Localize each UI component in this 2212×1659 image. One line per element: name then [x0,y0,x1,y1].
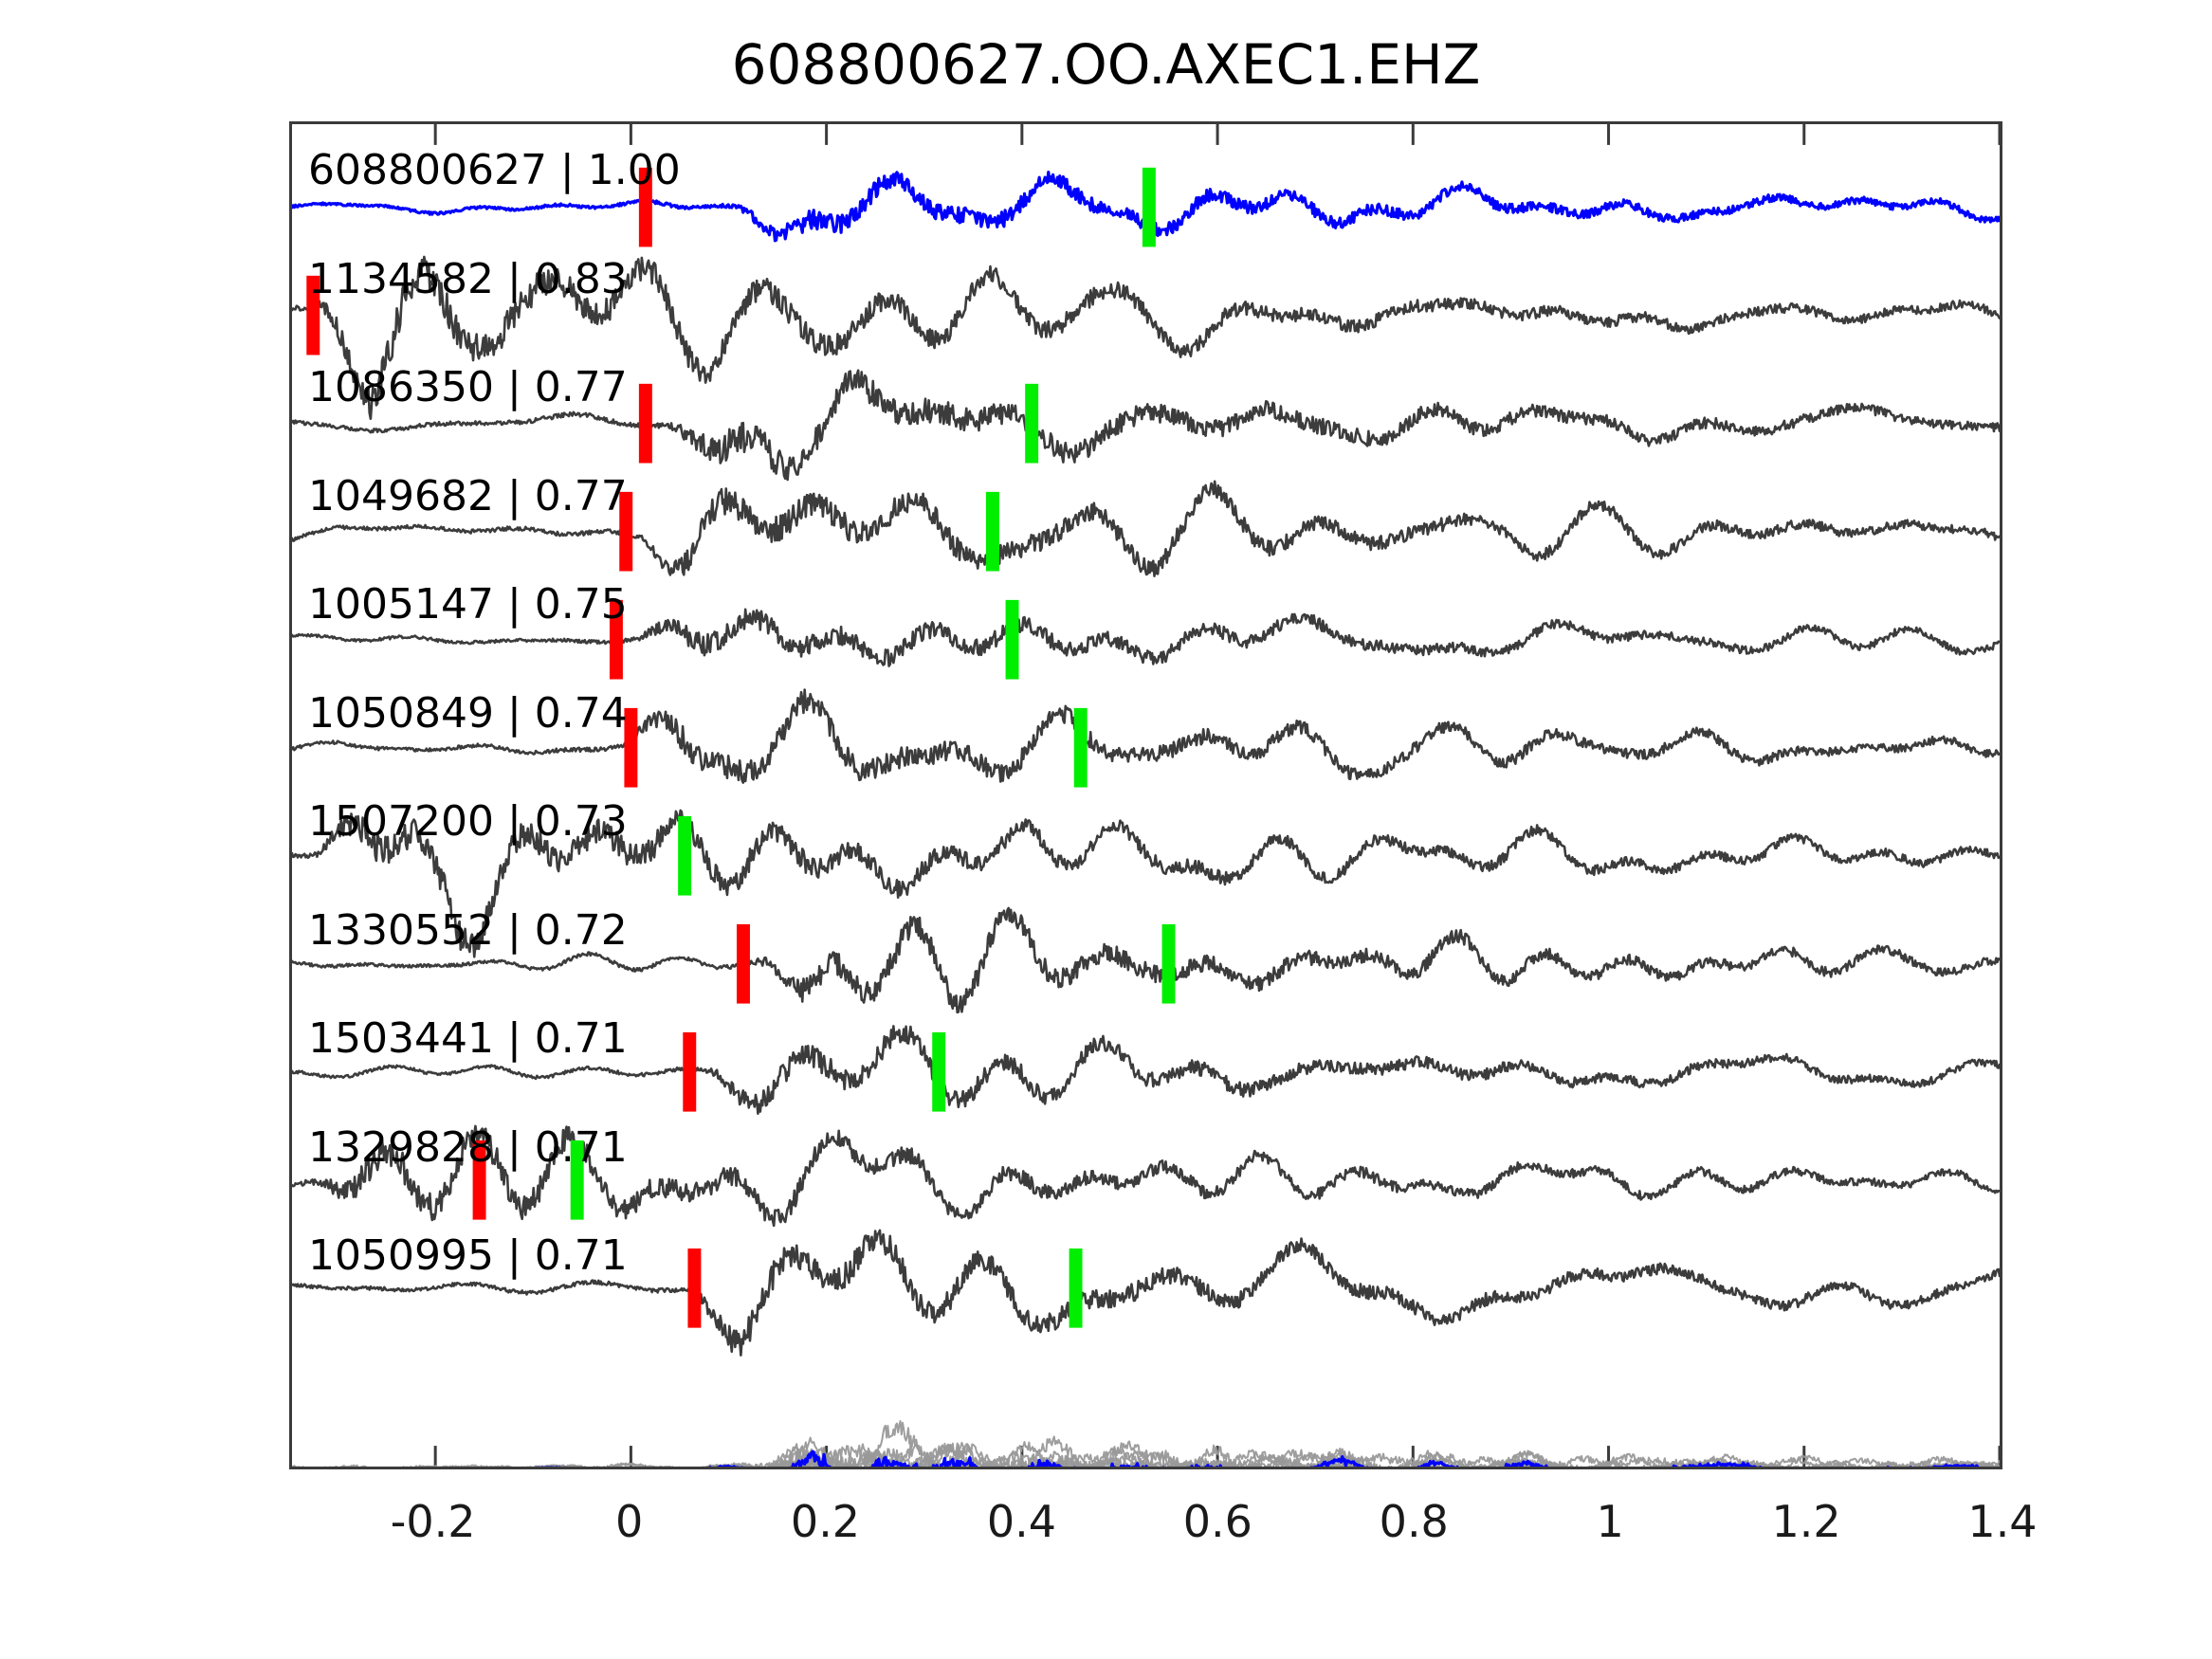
s-pick-marker [570,1139,584,1220]
waveform-path [292,369,2000,482]
p-pick-marker [624,707,638,788]
waveform-path [292,809,2000,958]
p-pick-marker [472,1139,486,1220]
waveform-path [292,1025,2000,1115]
waveform-path [417,1436,1824,1467]
x-tick-label: -0.2 [390,1496,476,1547]
p-pick-marker [683,1031,697,1112]
s-pick-marker [932,1031,946,1112]
x-tick-label: 0 [614,1496,644,1547]
plot-axes [289,121,2002,1469]
waveform-plot [292,124,2000,1467]
waveform-path [292,1229,2000,1357]
s-pick-marker [1161,923,1176,1004]
x-tick-label: 1.2 [1771,1496,1841,1547]
x-axis-tick-labels: -0.2 0 0.2 0.4 0.6 0.8 1 1.2 1.4 [0,1496,2212,1562]
waveform-path [292,688,2000,784]
s-pick-marker [985,491,999,572]
waveform-path [292,608,2000,667]
x-tick-label: 0.8 [1379,1496,1449,1547]
waveform-path [292,480,2000,577]
p-pick-marker [619,491,633,572]
waveform-path [457,1420,2000,1467]
waveform-path [335,1440,2000,1467]
s-pick-marker [1073,707,1088,788]
s-pick-marker [678,815,692,896]
s-pick-marker [1025,383,1039,464]
p-pick-marker [306,275,320,356]
x-tick-label: 1 [1596,1496,1624,1547]
page-title: 608800627.OO.AXEC1.EHZ [731,32,1481,97]
waveform-path [292,906,2000,1014]
p-pick-marker [638,167,652,247]
x-tick-label: 0.6 [1182,1496,1252,1547]
p-pick-marker [638,383,652,464]
waveform-path [292,255,2000,421]
x-tick-label: 0.2 [790,1496,861,1547]
s-pick-marker [1142,167,1156,247]
x-tick-label: 1.4 [1967,1496,2038,1547]
waveform-path [412,1441,1970,1467]
s-pick-marker [1069,1248,1083,1328]
waveform-path [292,1451,1908,1467]
s-pick-marker [1005,599,1019,680]
p-pick-marker [736,923,750,1004]
x-tick-label: 0.4 [986,1496,1056,1547]
waveform-path [515,1449,1980,1467]
waveform-path [292,1124,2000,1228]
p-pick-marker [687,1248,702,1328]
p-pick-marker [609,599,623,680]
